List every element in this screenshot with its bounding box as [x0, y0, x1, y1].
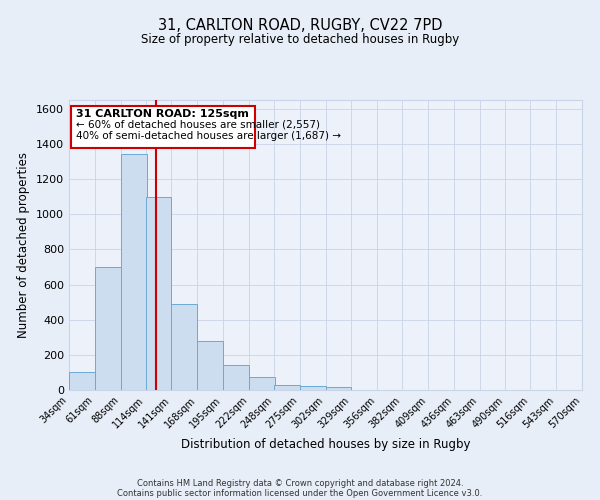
Text: 40% of semi-detached houses are larger (1,687) →: 40% of semi-detached houses are larger (…: [76, 131, 341, 141]
Bar: [197, 341, 223, 390]
X-axis label: Distribution of detached houses by size in Rugby: Distribution of detached houses by size …: [181, 438, 470, 451]
Bar: [325, 388, 352, 390]
Text: Contains HM Land Registry data © Crown copyright and database right 2024.: Contains HM Land Registry data © Crown c…: [137, 478, 463, 488]
FancyBboxPatch shape: [71, 106, 254, 148]
Bar: [95, 267, 121, 390]
Bar: [299, 386, 325, 390]
Bar: [172, 304, 197, 390]
Bar: [121, 154, 146, 390]
Bar: [274, 384, 299, 390]
Bar: [69, 372, 95, 390]
Text: ← 60% of detached houses are smaller (2,557): ← 60% of detached houses are smaller (2,…: [76, 120, 320, 130]
Bar: [146, 196, 172, 390]
Text: 31 CARLTON ROAD: 125sqm: 31 CARLTON ROAD: 125sqm: [76, 109, 248, 119]
Bar: [249, 377, 275, 390]
Text: Contains public sector information licensed under the Open Government Licence v3: Contains public sector information licen…: [118, 488, 482, 498]
Bar: [223, 366, 249, 390]
Text: 31, CARLTON ROAD, RUGBY, CV22 7PD: 31, CARLTON ROAD, RUGBY, CV22 7PD: [158, 18, 442, 32]
Y-axis label: Number of detached properties: Number of detached properties: [17, 152, 31, 338]
Text: Size of property relative to detached houses in Rugby: Size of property relative to detached ho…: [141, 32, 459, 46]
